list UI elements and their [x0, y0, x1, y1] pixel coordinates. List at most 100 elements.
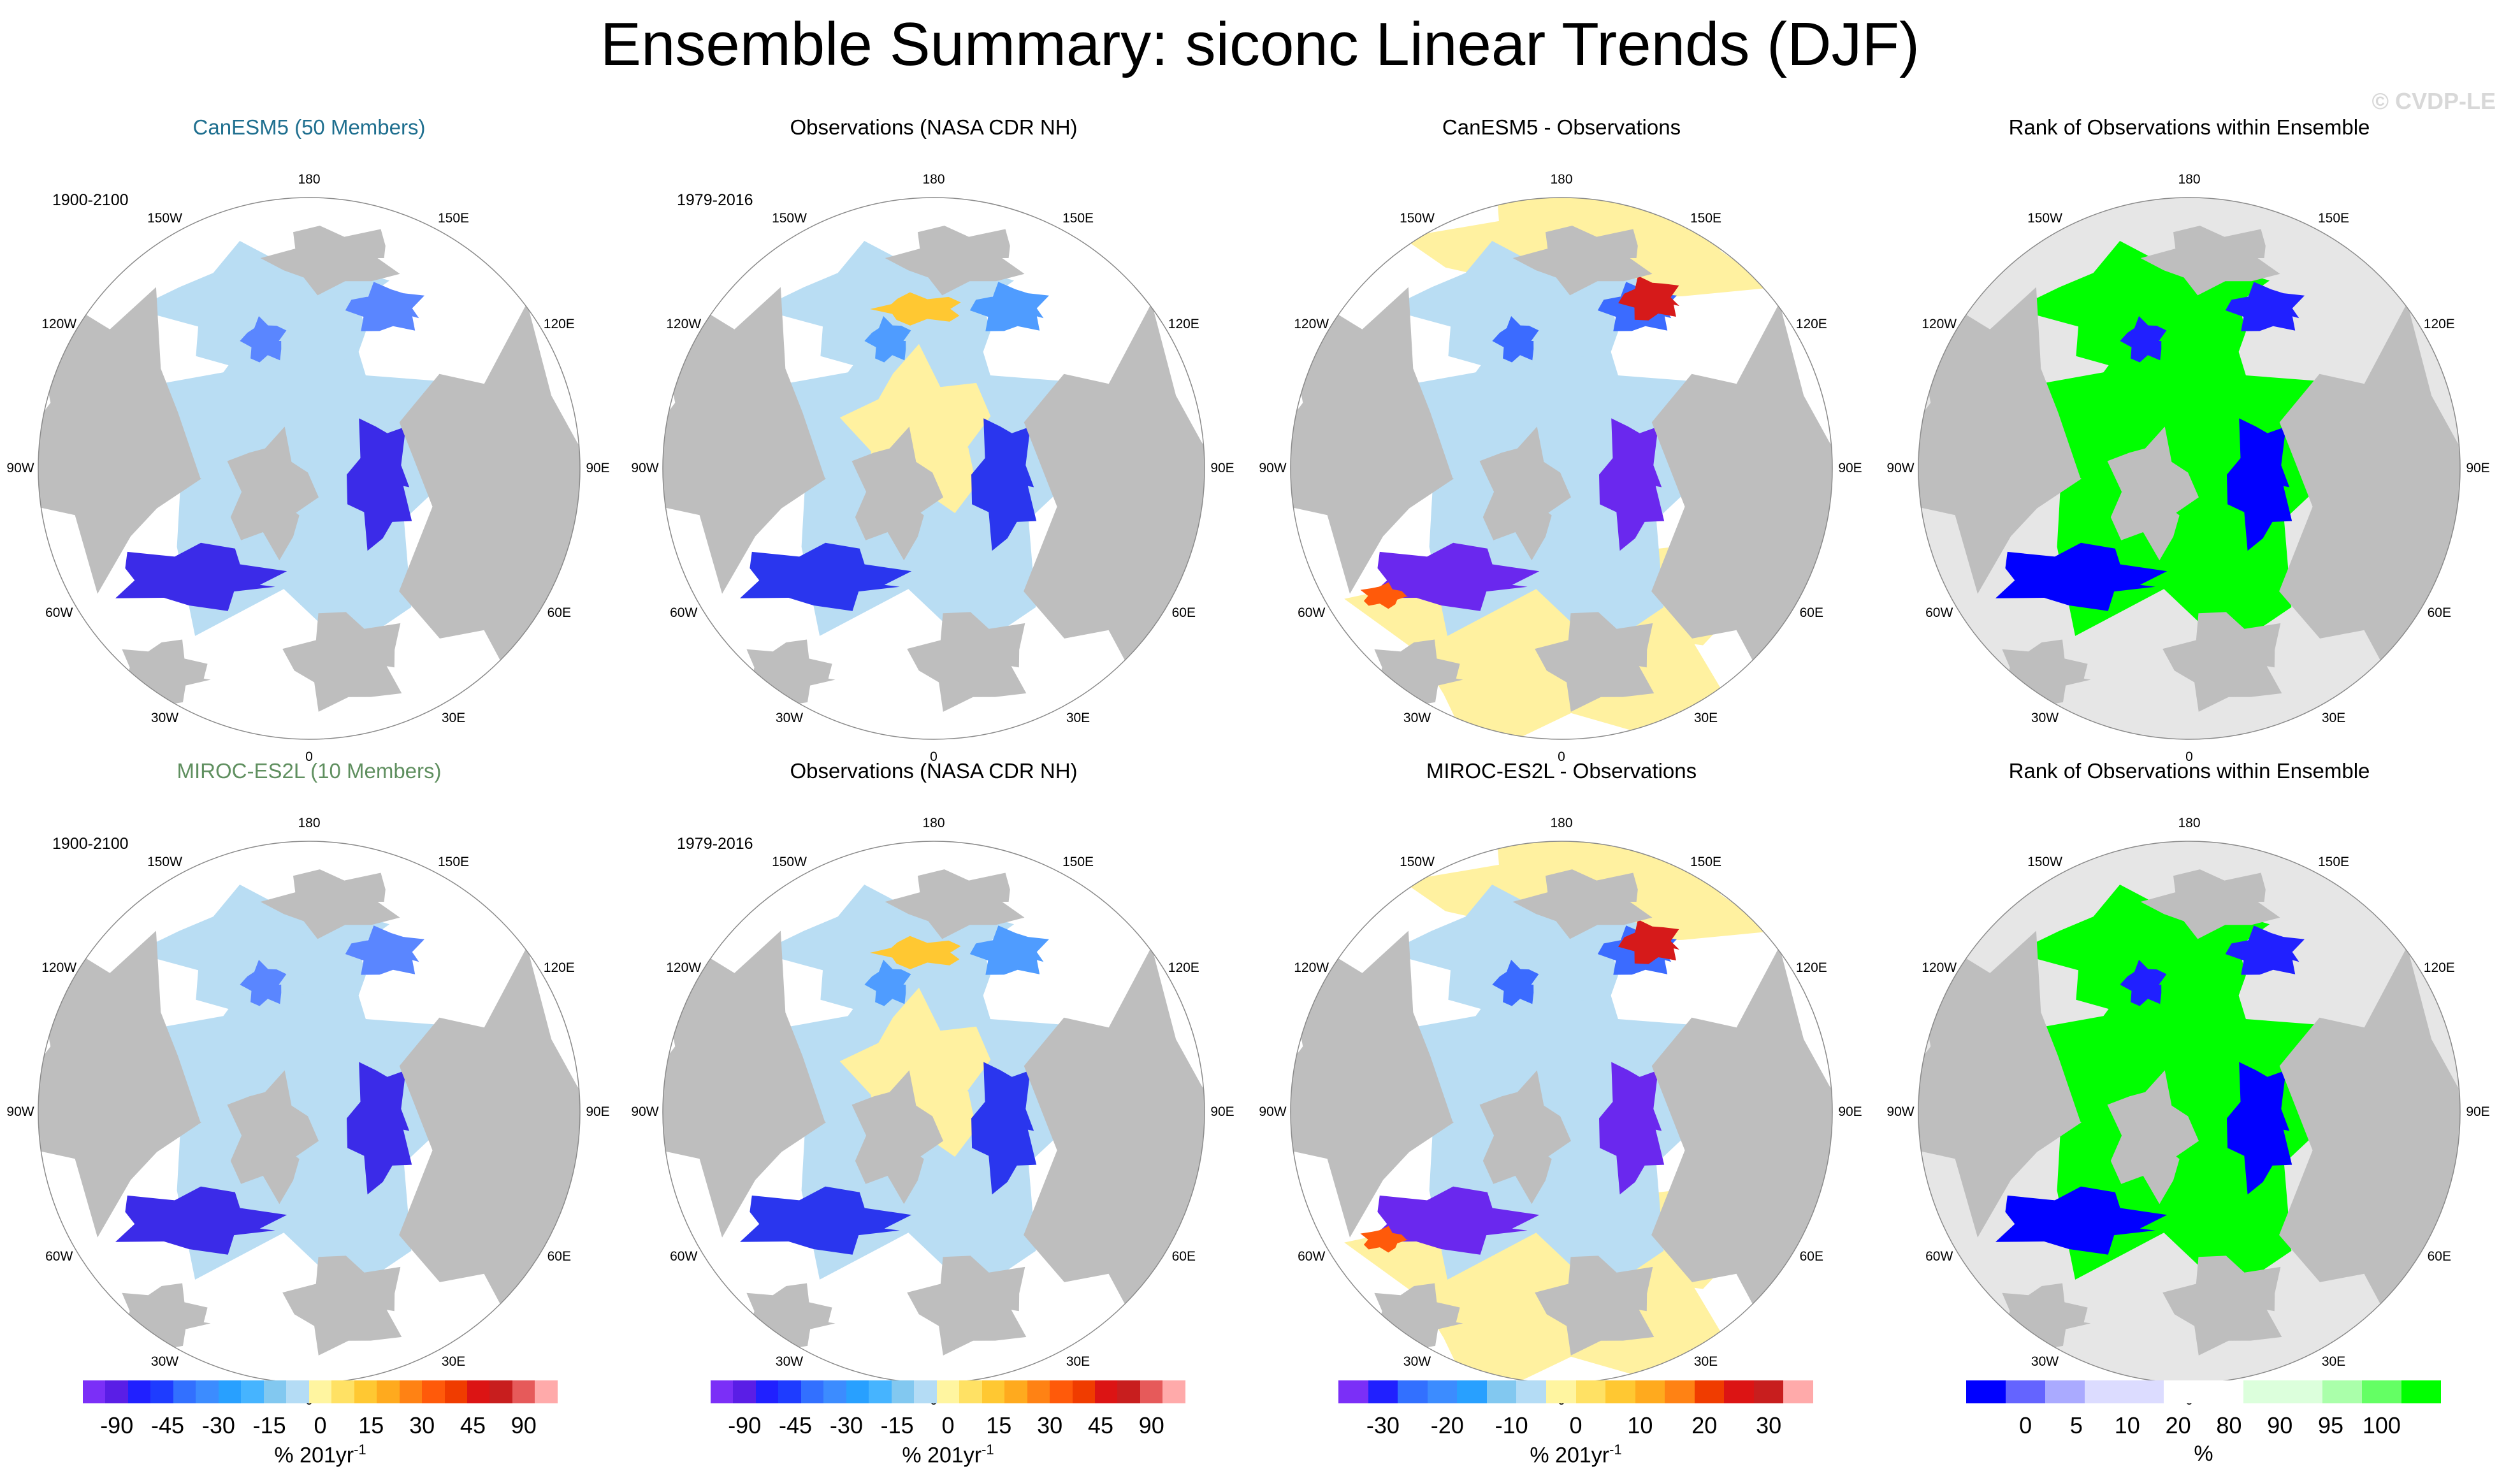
- longitude-label: 120E: [1168, 316, 1199, 331]
- map-boundary: [1918, 197, 2461, 740]
- longitude-label: 90W: [1259, 461, 1287, 475]
- strong-trend-region: [740, 1186, 912, 1255]
- colorbar-swatch: [1140, 1380, 1163, 1403]
- land-eurasia: [1651, 946, 1832, 1355]
- longitude-label: 180: [2178, 816, 2201, 830]
- longitude-label: 60E: [2427, 1248, 2451, 1264]
- colorbar-swatch: [308, 1380, 332, 1403]
- longitude-label: 90E: [1838, 461, 1862, 475]
- land-north-america: [663, 287, 827, 594]
- strong-trend-region: [971, 418, 1037, 551]
- longitude-label: 30E: [1066, 1354, 1090, 1370]
- longitude-label: 150E: [1062, 854, 1094, 869]
- land-north-america: [38, 930, 202, 1238]
- longitude-label: 90W: [6, 461, 34, 475]
- colorbar-tick-label: -15: [880, 1412, 914, 1438]
- panel-title: CanESM5 (50 Members): [192, 115, 426, 139]
- land-siberia: [260, 226, 400, 296]
- longitude-label: 60W: [1298, 1248, 1326, 1264]
- longitude-label: 90W: [1259, 1104, 1287, 1119]
- colorbar: -30 -20 -10 0 10 20 30 % 201yr-1: [1338, 1380, 1813, 1467]
- longitude-label: 90E: [586, 1104, 610, 1119]
- longitude-label: 90E: [1210, 1104, 1235, 1119]
- colorbar-swatch: [981, 1380, 1005, 1403]
- colorbar-tick-label: 20: [1691, 1412, 1718, 1438]
- colorbar: 0 5 10 20 80 90 95 100%: [1966, 1380, 2441, 1466]
- colorbar-swatch: [1753, 1380, 1784, 1403]
- colorbar-tick-label: -45: [779, 1412, 813, 1438]
- land-siberia: [2140, 226, 2280, 296]
- longitude-label: 120W: [41, 316, 77, 331]
- colorbar-tick-label: -90: [100, 1412, 134, 1438]
- longitude-label: 120E: [1795, 316, 1827, 331]
- trend-region: [864, 960, 911, 1006]
- longitude-label: 150W: [772, 210, 807, 226]
- colorbar: -90 -45 -30 -15 0 15 30 45 90 % 201yr-1: [83, 1380, 558, 1467]
- longitude-label: 150W: [147, 210, 182, 226]
- colorbar-swatch: [150, 1380, 173, 1403]
- panel-title: MIROC-ES2L - Observations: [1426, 759, 1697, 783]
- colorbar-swatch: [733, 1380, 756, 1403]
- colorbar-tick-label: -15: [252, 1412, 286, 1438]
- watermark: © CVDP-LE: [2372, 88, 2496, 114]
- unit-text: %: [2194, 1442, 2213, 1466]
- positive-trend-region: [1360, 1226, 1408, 1253]
- trend-region: [2120, 960, 2167, 1006]
- longitude-label: 60E: [2427, 605, 2451, 620]
- strong-trend-region: [115, 1186, 287, 1255]
- colorbar-swatch: [489, 1380, 512, 1403]
- polar-map: [662, 841, 1205, 1384]
- polar-map: [662, 197, 1205, 740]
- land-siberia: [260, 869, 400, 939]
- longitude-label: 180: [298, 816, 321, 830]
- land-siberia: [1512, 226, 1653, 296]
- colorbar-swatch: [1724, 1380, 1754, 1403]
- land-siberia: [2140, 869, 2280, 939]
- longitude-label: 0: [2185, 749, 2193, 764]
- longitude-label: 60E: [1171, 605, 1196, 620]
- land-eurasia: [1024, 946, 1205, 1355]
- land-greenland: [2107, 426, 2199, 561]
- land-north-america: [663, 930, 827, 1238]
- land-greenland: [227, 1070, 319, 1205]
- longitude-label: 30E: [2321, 1354, 2346, 1370]
- strong-trend-region: [1599, 1062, 1665, 1195]
- colorbar-swatch: [1546, 1380, 1576, 1403]
- longitude-label: 60E: [547, 605, 571, 620]
- colorbar-tick-label: 10: [1627, 1412, 1653, 1438]
- strong-trend-region: [1995, 542, 2168, 611]
- map-panel: Observations (NASA CDR NH) 1979-2016 180 15…: [631, 758, 1234, 1408]
- map-panel: CanESM5 - Observations 180 150E 120E 90E 60E 3…: [1259, 115, 1862, 764]
- colorbar-tick-label: -10: [1495, 1412, 1528, 1438]
- colorbar: -90 -45 -30 -15 0 15 30 45 90 % 201yr-1: [711, 1380, 1185, 1467]
- land-north-america: [1291, 930, 1454, 1238]
- colorbar-swatch: [241, 1380, 264, 1403]
- colorbar-swatch: [286, 1380, 309, 1403]
- longitude-label: 30W: [775, 711, 804, 726]
- strong-trend-region: [2227, 418, 2292, 551]
- panel-title: Rank of Observations within Ensemble: [2008, 759, 2370, 783]
- longitude-label: 150E: [1062, 210, 1094, 226]
- longitude-label: 150W: [772, 854, 807, 869]
- colorbar-unit-label: % 201yr-1: [1530, 1442, 1621, 1468]
- panel-title: Rank of Observations within Ensemble: [2008, 115, 2370, 139]
- longitude-label: 30E: [1693, 1354, 1718, 1370]
- panel-title: Observations (NASA CDR NH): [790, 115, 1078, 139]
- polar-map: [1290, 841, 1833, 1384]
- longitude-label: 150E: [2317, 854, 2350, 869]
- longitude-label: 60W: [670, 605, 698, 620]
- colorbar-swatch: [869, 1380, 892, 1403]
- longitude-label: 120W: [41, 960, 77, 975]
- longitude-label: 150W: [2027, 854, 2062, 869]
- land-north-america: [1918, 287, 2082, 594]
- colorbar-tick-label: 95: [2318, 1412, 2344, 1438]
- colorbar-swatch: [1575, 1380, 1606, 1403]
- colorbar-swatch: [1072, 1380, 1095, 1403]
- strong-trend-region: [347, 418, 412, 551]
- longitude-label: 180: [922, 816, 945, 830]
- map-panel: CanESM5 (50 Members) 1900-2100 180 150E 120E…: [6, 115, 609, 764]
- unit-text: % 201yr: [902, 1443, 982, 1468]
- land-siberia: [1512, 869, 1653, 939]
- longitude-label: 90E: [1210, 461, 1235, 475]
- land-greenland: [1479, 426, 1571, 561]
